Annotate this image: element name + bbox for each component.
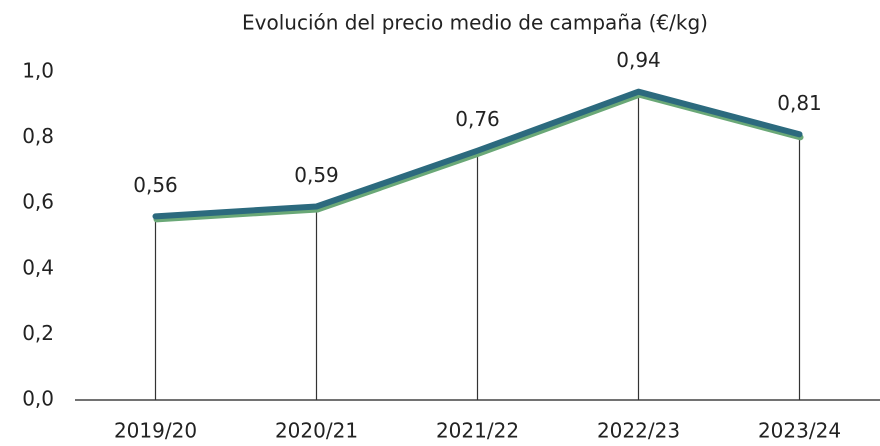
data-label: 0,59 bbox=[294, 163, 339, 187]
line bbox=[152, 88, 803, 220]
y-tick-label: 0,0 bbox=[22, 387, 54, 411]
x-tick-label: 2020/21 bbox=[275, 419, 358, 443]
x-tick-label: 2021/22 bbox=[436, 419, 519, 443]
y-tick-label: 0,8 bbox=[22, 124, 54, 148]
y-tick-label: 0,2 bbox=[22, 321, 54, 345]
x-tick-label: 2019/20 bbox=[114, 419, 197, 443]
data-label: 0,81 bbox=[777, 91, 822, 115]
y-tick-label: 1,0 bbox=[22, 59, 54, 83]
data-label: 0,56 bbox=[133, 173, 178, 197]
y-tick-label: 0,4 bbox=[22, 255, 54, 279]
chart-title: Evolución del precio medio de campaña (€… bbox=[242, 11, 708, 35]
y-tick-label: 0,6 bbox=[22, 190, 54, 214]
data-label: 0,94 bbox=[616, 48, 661, 72]
data-label: 0,76 bbox=[455, 107, 500, 131]
x-tick-label: 2022/23 bbox=[597, 419, 680, 443]
x-tick-label: 2023/24 bbox=[758, 419, 841, 443]
